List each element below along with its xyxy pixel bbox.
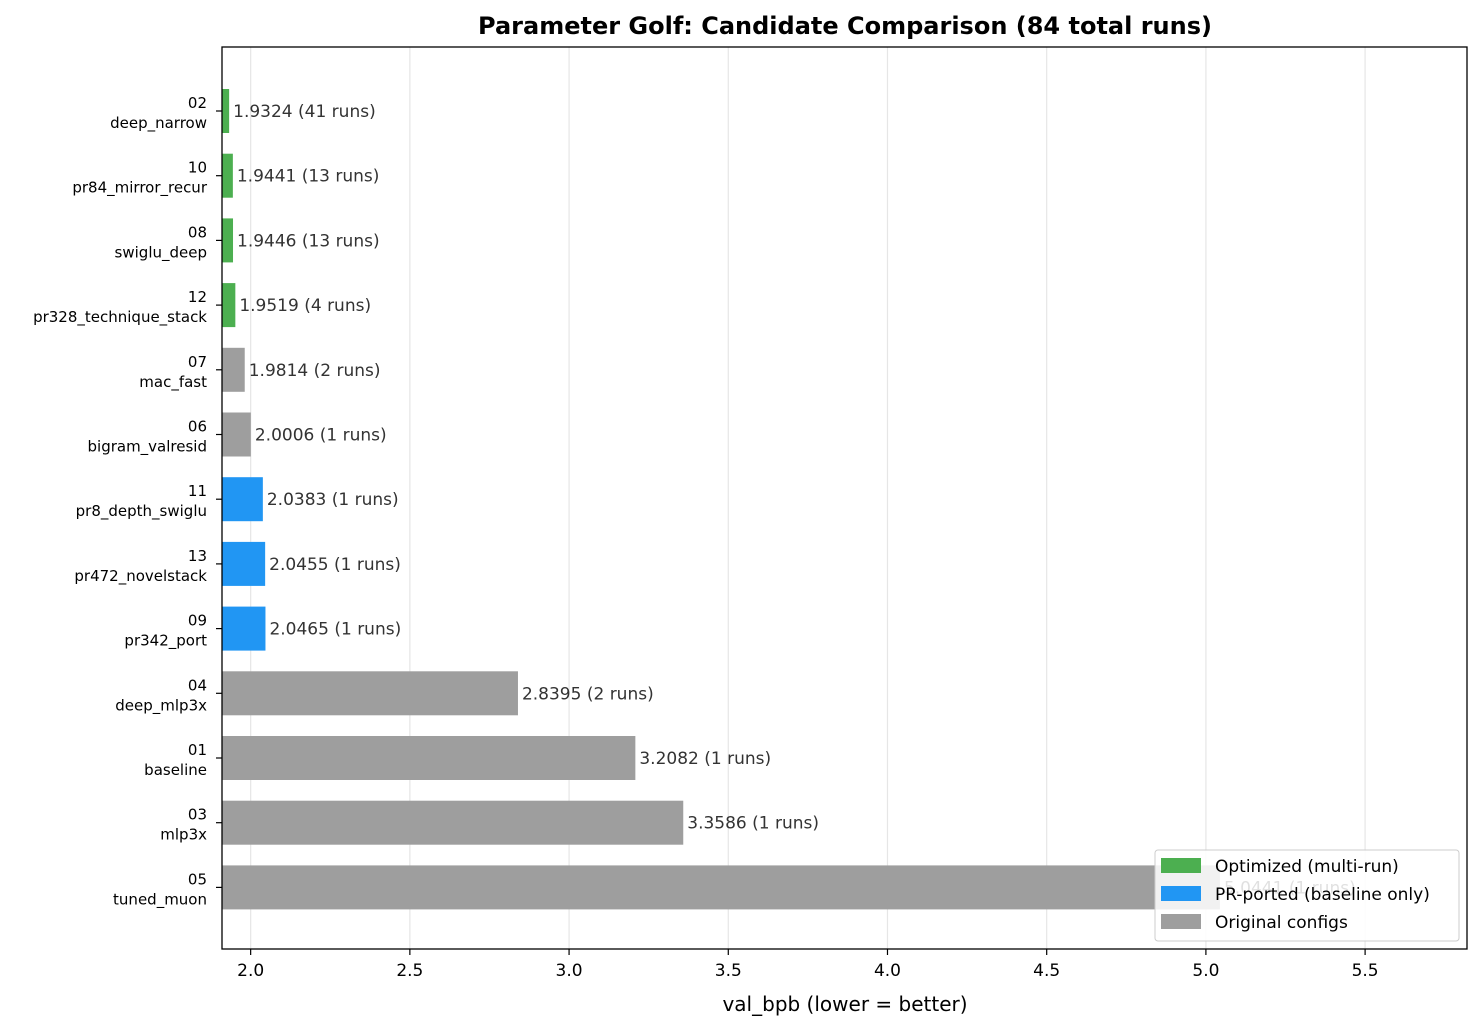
bar [222,865,1220,910]
y-tick-label-id: 04 [188,676,207,694]
y-tick-label-name: deep_mlp3x [115,696,207,715]
y-tick-label-id: 03 [188,806,207,824]
bars [222,89,1220,910]
y-tick-label-name: baseline [144,761,207,779]
y-tick-label-id: 12 [188,288,207,306]
bar [222,800,684,845]
legend-box [1154,849,1460,942]
x-axis-label: val_bpb (lower = better) [722,992,967,1016]
y-tick-label-name: mac_fast [139,373,207,392]
y-tick-label-name: deep_narrow [110,114,207,133]
y-tick-label-name: swiglu_deep [115,243,207,262]
y-tick-label-id: 11 [188,482,207,500]
bar-value-label: 1.9519 (4 runs) [239,296,371,316]
bar-value-label: 3.2082 (1 runs) [639,749,771,769]
bar [222,671,518,716]
y-tick-label-id: 10 [188,159,207,177]
x-tick-label: 3.5 [715,961,742,981]
bar-value-label: 2.0455 (1 runs) [269,555,401,575]
legend-swatch [1161,914,1201,929]
value-labels: 1.9324 (41 runs) 1.9441 (13 runs) 1.9446 (… [233,102,1356,898]
y-tick-label-name: pr328_technique_stack [33,308,207,327]
y-axis: 02 deep_narrow 10 pr84_mirror_recur 08 swiglu… [33,94,222,909]
bar-value-label: 2.0465 (1 runs) [269,620,401,640]
bar-value-label: 1.9324 (41 runs) [233,102,376,122]
chart-title: Parameter Golf: Candidate Comparison (84… [478,12,1212,40]
bar [222,412,251,457]
bar-value-label: 1.9441 (13 runs) [237,167,380,187]
y-tick-label-name: pr8_depth_swiglu [76,502,207,521]
bar [222,736,636,780]
y-tick-label-name: pr342_port [124,632,207,651]
bar-value-label: 2.0006 (1 runs) [255,426,387,446]
y-tick-label-name: bigram_valresid [88,438,208,457]
bar-value-label: 2.0383 (1 runs) [267,490,399,510]
x-tick-label: 5.0 [1192,961,1219,981]
x-tick-label: 2.5 [396,961,423,981]
y-tick-label-name: mlp3x [160,826,207,844]
y-tick-label-name: pr472_novelstack [74,567,207,586]
bar [222,541,266,586]
y-tick-label-name: tuned_muon [113,890,207,909]
x-tick-label: 5.5 [1352,961,1379,981]
bar [222,347,245,392]
bar [222,477,263,522]
bar [222,606,266,651]
bar [222,89,230,133]
legend-label: Optimized (multi-run) [1215,857,1399,877]
bar [222,283,236,328]
y-tick-label-id: 06 [188,418,207,436]
plot-frame [221,46,1468,950]
legend-label: Original configs [1215,913,1348,933]
y-tick-label-id: 02 [188,94,207,112]
y-tick-label-id: 01 [188,741,207,759]
x-axis: 2.0 2.5 3.0 3.5 4.0 4.5 5.0 5.5 [237,949,1379,981]
y-tick-label-id: 13 [188,547,207,565]
bar [222,218,234,263]
y-tick-label-name: pr84_mirror_recur [72,179,207,198]
y-tick-label-id: 09 [188,612,207,630]
bar-value-label: 1.9814 (2 runs) [249,361,381,381]
legend: Optimized (multi-run) PR-ported (baseline… [1154,849,1460,942]
y-tick-label-id: 05 [188,870,207,888]
bar-value-label: 1.9446 (13 runs) [237,231,380,251]
legend-swatch [1161,886,1201,901]
x-tick-label: 2.0 [237,961,264,981]
bar-value-label: 3.3586 (1 runs) [687,814,819,834]
y-tick-label-id: 08 [188,223,207,241]
x-tick-label: 4.0 [874,961,901,981]
x-tick-label: 3.0 [556,961,583,981]
bar-value-label: 2.8395 (2 runs) [522,684,654,704]
x-tick-label: 4.5 [1033,961,1060,981]
y-tick-label-id: 07 [188,353,207,371]
bar [222,153,233,198]
grid-lines [250,47,1366,949]
legend-label: PR-ported (baseline only) [1215,885,1430,905]
legend-swatch [1161,858,1201,873]
